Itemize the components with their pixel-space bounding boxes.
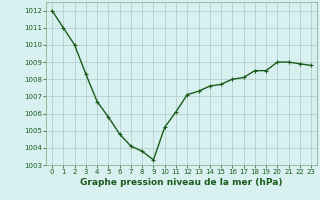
X-axis label: Graphe pression niveau de la mer (hPa): Graphe pression niveau de la mer (hPa) <box>80 178 283 187</box>
